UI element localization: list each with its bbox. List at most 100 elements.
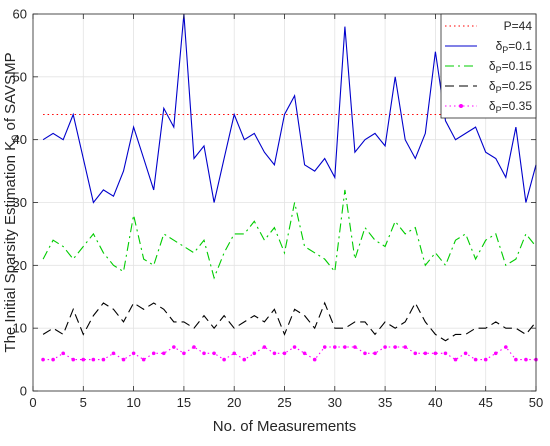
series-point-4 xyxy=(252,351,257,356)
series-point-4 xyxy=(131,351,136,356)
y-axis-label-subscript: 0 xyxy=(10,135,22,141)
series-point-4 xyxy=(71,357,76,362)
series-point-4 xyxy=(141,357,146,362)
series-line-4 xyxy=(43,346,536,361)
series-point-4 xyxy=(443,351,448,356)
legend-label-tail: =0.35 xyxy=(502,99,533,113)
x-axis-label: No. of Measurements xyxy=(213,418,356,435)
series-point-4 xyxy=(393,345,397,349)
series-point-4 xyxy=(433,351,438,356)
x-tick-label: 5 xyxy=(80,395,87,410)
series-point-4 xyxy=(182,351,186,356)
series-point-4 xyxy=(192,345,196,349)
series-point-4 xyxy=(504,345,508,349)
legend-label-tail: =0.15 xyxy=(502,59,533,73)
legend-label-2: δP=0.15 xyxy=(489,59,532,75)
y-axis-label-tail-text: of SAVSMP xyxy=(2,52,19,130)
x-tick-label: 45 xyxy=(478,395,492,410)
series-point-4 xyxy=(111,351,116,356)
x-tick-label: 50 xyxy=(529,395,543,410)
legend-label-subscript: P xyxy=(496,65,502,75)
series-point-4 xyxy=(242,357,247,362)
series-point-4 xyxy=(172,345,176,349)
series-point-4 xyxy=(101,357,106,362)
series-line-1 xyxy=(42,13,537,204)
x-tick-label: 30 xyxy=(328,395,342,410)
series-point-4 xyxy=(212,351,216,356)
series-point-4 xyxy=(473,357,478,362)
series-point-4 xyxy=(151,351,156,356)
legend-label-tail: =0.1 xyxy=(508,39,532,53)
series-line-3 xyxy=(42,301,537,342)
legend-label-main: P=44 xyxy=(504,19,533,33)
series-point-4 xyxy=(383,345,387,349)
y-tick-label: 10 xyxy=(13,321,27,336)
series-point-4 xyxy=(373,351,377,356)
series-point-4 xyxy=(302,351,307,356)
legend-label-main: δ xyxy=(489,79,496,93)
series-point-4 xyxy=(343,345,347,349)
y-axis-label-main: The Initial Sparsity Estimation K xyxy=(2,141,19,353)
legend-marker-4 xyxy=(459,104,463,108)
legend-box xyxy=(440,13,537,119)
series-point-4 xyxy=(91,357,96,362)
legend-label-3: δP=0.25 xyxy=(489,79,532,95)
series-point-4 xyxy=(483,357,488,362)
series-point-4 xyxy=(121,357,126,362)
series-point-4 xyxy=(353,345,357,349)
series-point-4 xyxy=(453,357,458,362)
series-point-4 xyxy=(333,345,337,349)
series-point-4 xyxy=(423,351,428,356)
legend-label-main: δ xyxy=(489,99,496,113)
y-tick-label: 60 xyxy=(13,7,27,22)
legend-label-main: δ xyxy=(489,59,496,73)
series-point-4 xyxy=(403,345,408,349)
legend-label-subscript: P xyxy=(496,105,502,115)
y-tick-label: 40 xyxy=(13,132,27,147)
y-tick-label: 0 xyxy=(20,384,27,399)
series-point-4 xyxy=(514,357,518,362)
series-point-4 xyxy=(272,351,277,356)
y-tick-label: 50 xyxy=(13,69,27,84)
series-point-4 xyxy=(61,351,65,356)
legend-label-tail: =0.25 xyxy=(502,79,533,93)
x-tick-label: 25 xyxy=(277,395,291,410)
series-point-4 xyxy=(524,357,528,362)
series-4 xyxy=(41,345,538,362)
x-tick-label: 40 xyxy=(428,395,442,410)
series-1 xyxy=(42,13,537,204)
series-2 xyxy=(42,189,537,280)
y-tick-label: 30 xyxy=(13,195,27,210)
series-point-4 xyxy=(41,357,45,362)
legend-label-0: P=44 xyxy=(504,19,533,33)
series-point-4 xyxy=(363,351,367,356)
series-point-4 xyxy=(282,351,287,356)
series-point-4 xyxy=(292,345,297,349)
x-tick-label: 0 xyxy=(29,395,36,410)
legend-label-4: δP=0.35 xyxy=(489,99,532,115)
series-point-4 xyxy=(262,345,267,349)
legend-label-subscript: P xyxy=(502,45,508,55)
series-point-4 xyxy=(413,351,418,356)
series-point-4 xyxy=(81,357,86,362)
series-point-4 xyxy=(312,357,317,362)
series-point-4 xyxy=(51,357,55,362)
series-point-4 xyxy=(232,351,236,356)
x-tick-label: 20 xyxy=(227,395,241,410)
legend-label-subscript: P xyxy=(496,85,502,95)
axis-ticks: 0 5 10 15 20 25 30 35 40 45 50 0 10 20 30 40 50 60 xyxy=(13,7,544,411)
series-point-4 xyxy=(493,351,498,356)
legend-label-1: δP=0.1 xyxy=(496,39,533,55)
x-tick-label: 35 xyxy=(378,395,392,410)
series-point-4 xyxy=(322,345,327,349)
series-point-4 xyxy=(161,351,166,356)
x-tick-label: 15 xyxy=(177,395,191,410)
y-tick-label: 20 xyxy=(13,258,27,273)
y-axis-label: The Initial Sparsity Estimation K0 of SA… xyxy=(2,52,22,352)
series-point-4 xyxy=(202,351,206,356)
legend-label-main: δ xyxy=(496,39,503,53)
series-line-2 xyxy=(42,189,537,280)
series-point-4 xyxy=(222,357,226,362)
